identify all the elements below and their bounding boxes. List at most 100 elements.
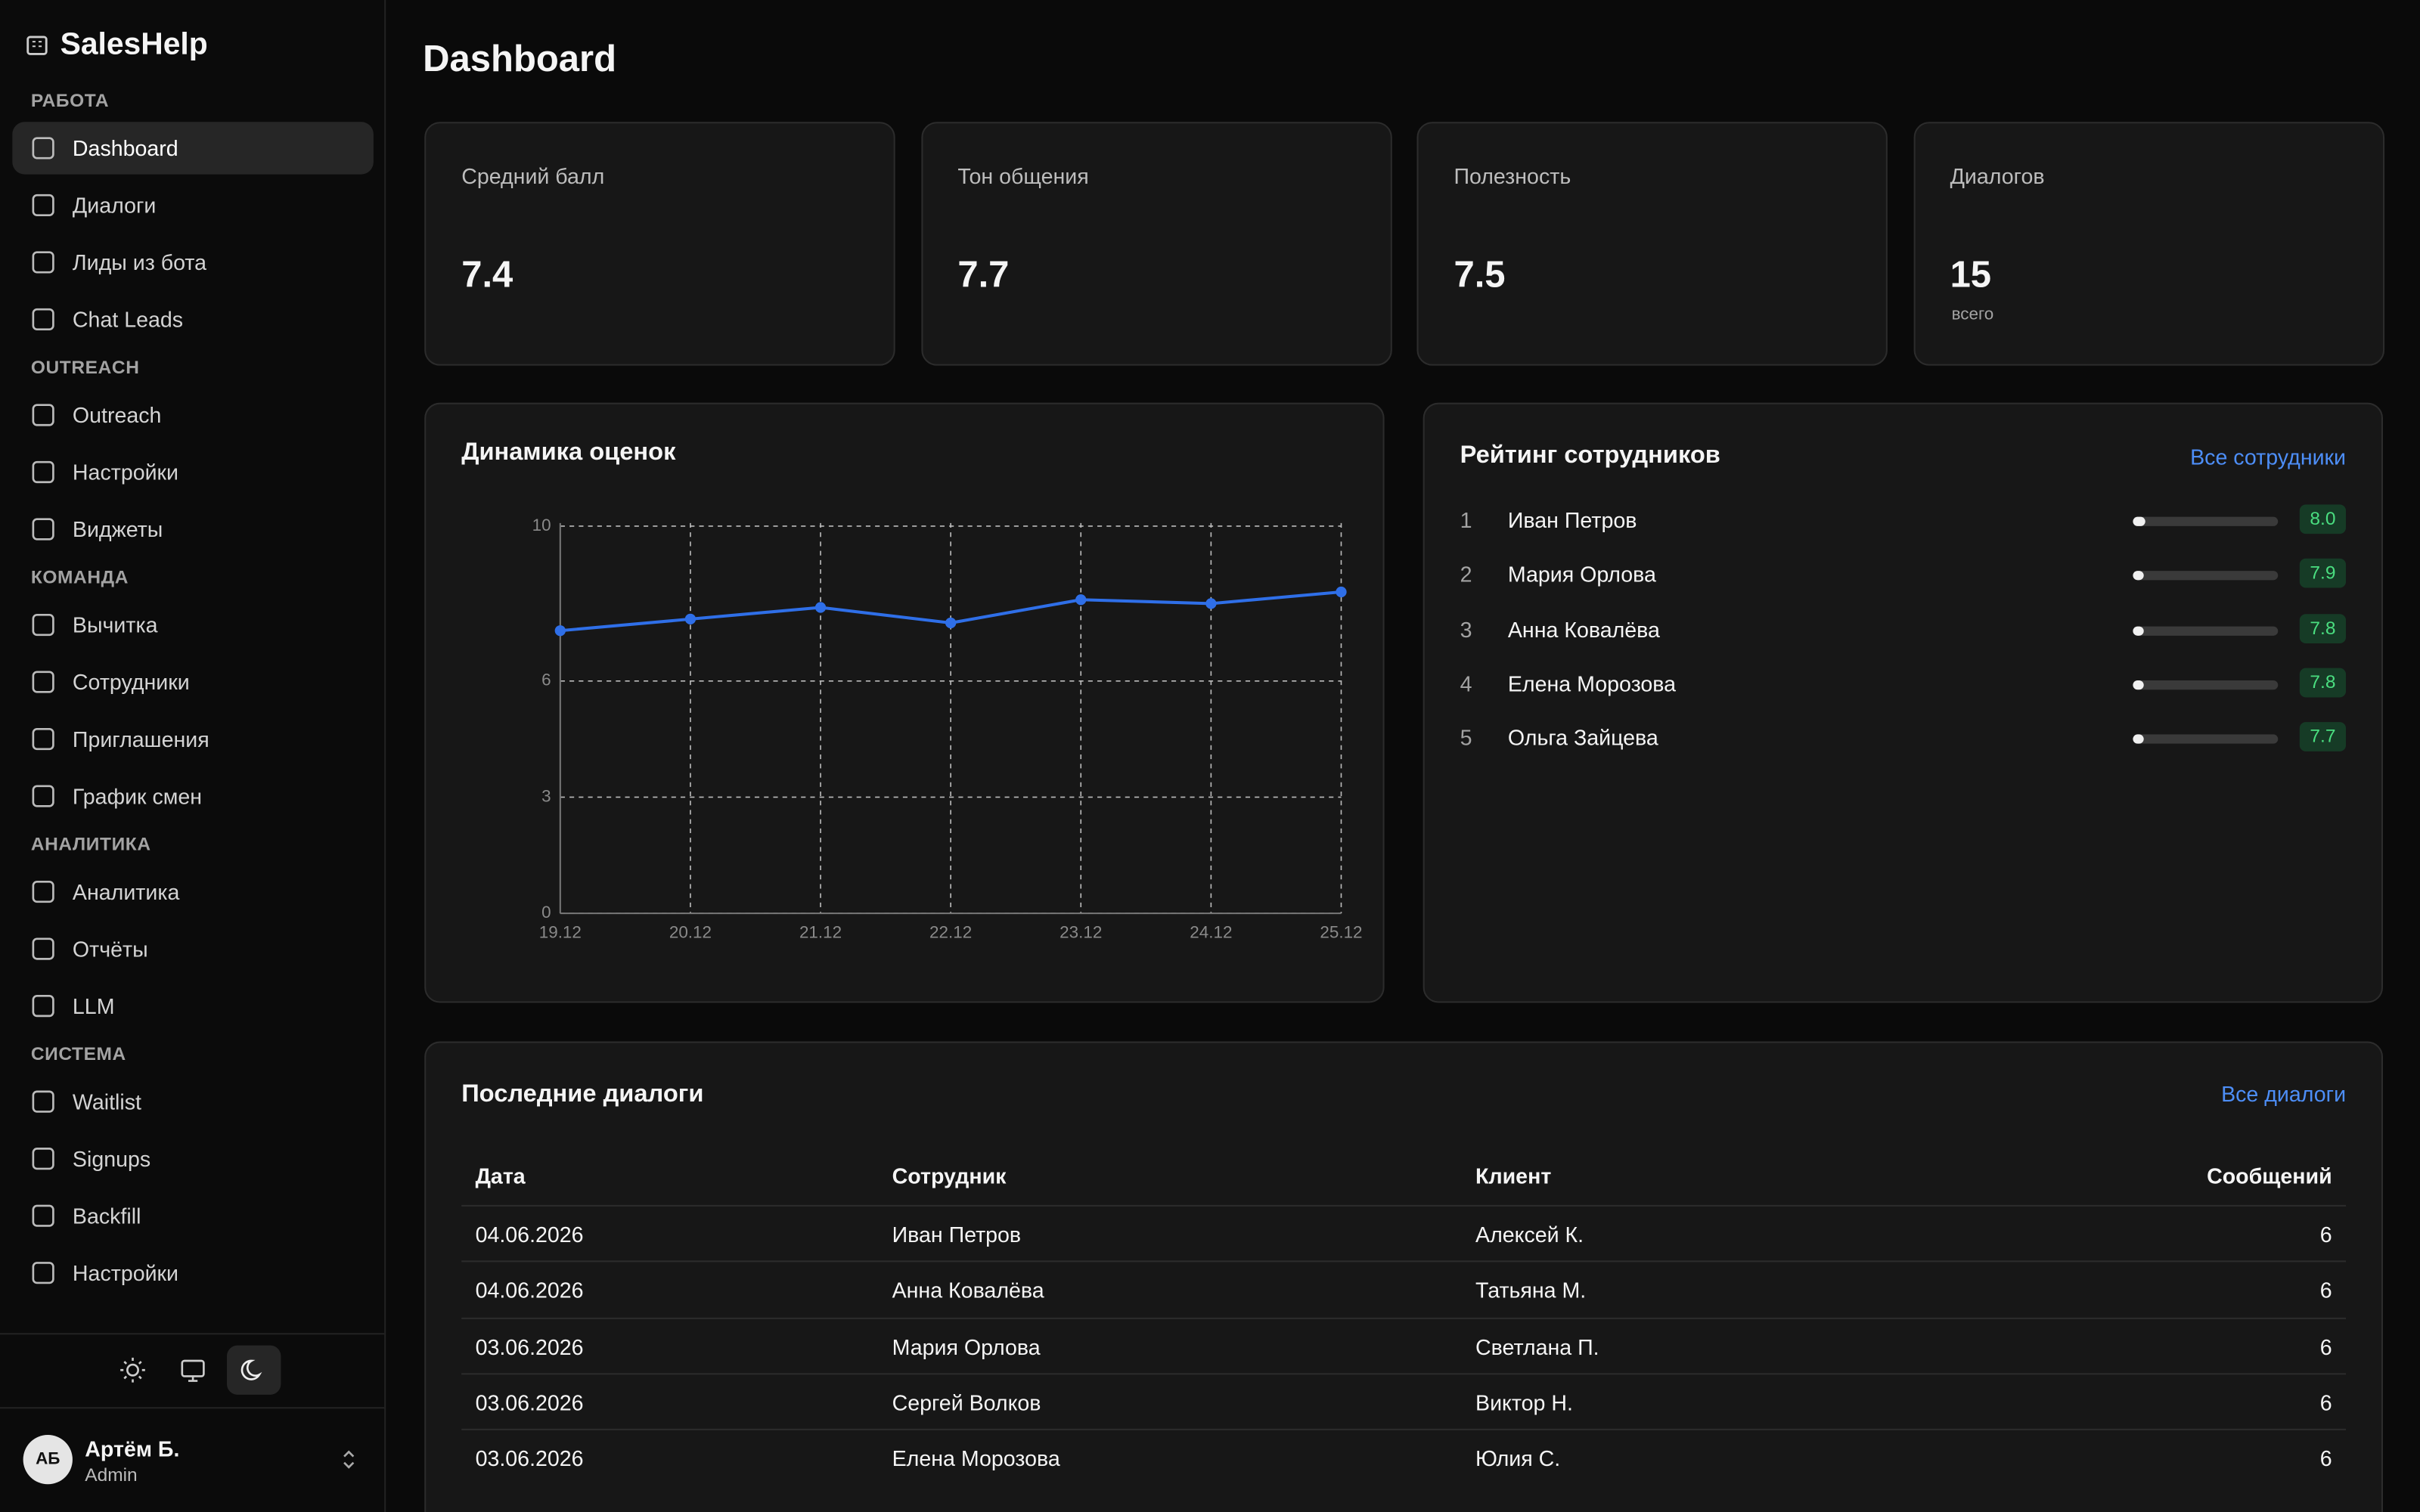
stat-label: Диалогов xyxy=(1950,163,2045,188)
nav-item[interactable]: Outreach xyxy=(12,389,374,441)
employee-name: Иван Петров xyxy=(1507,507,1637,533)
rank: 5 xyxy=(1460,725,1472,751)
nav-item[interactable]: Виджеты xyxy=(12,503,374,555)
nav-item[interactable]: Chat Leads xyxy=(12,293,374,345)
nav-item[interactable]: Вычитка xyxy=(12,599,374,651)
nav-label: Outreach xyxy=(72,402,162,428)
nav-label: Диалоги xyxy=(72,193,157,218)
point xyxy=(814,602,827,613)
rating-title: Рейтинг сотрудников xyxy=(1460,442,1720,469)
nav-item[interactable]: Настройки xyxy=(12,1247,374,1299)
nav-label: Виджеты xyxy=(72,516,163,542)
row-divider xyxy=(461,1317,2347,1319)
table-title: Последние диалоги xyxy=(461,1081,704,1108)
nav-item[interactable]: График смен xyxy=(12,770,374,822)
stat-label: Средний балл xyxy=(461,163,605,188)
theme-system[interactable] xyxy=(172,1349,215,1392)
nav-icon xyxy=(32,727,54,751)
nav-icon xyxy=(32,1090,54,1113)
nav-item[interactable]: Настройки xyxy=(12,446,374,498)
stat-value: 7.5 xyxy=(1454,254,1506,296)
progress-fill xyxy=(2133,680,2145,690)
chart: 0 3 6 10 19.12 20.12 21.12 22.12 23.12 24.12 25.12 xyxy=(532,516,1363,942)
progress-track xyxy=(2133,625,2279,635)
nav-icon xyxy=(32,251,54,274)
nav-icon xyxy=(32,518,54,541)
section-title: АНАЛИТИКА xyxy=(30,833,151,855)
cell: Сергей Волков xyxy=(892,1390,1041,1415)
cell: Анна Ковалёва xyxy=(892,1278,1044,1303)
nav-item[interactable]: Аналитика xyxy=(12,866,374,918)
nav-icon xyxy=(32,137,54,160)
stat-card: Полезность 7.5 xyxy=(1416,122,1888,366)
stat-value: 7.4 xyxy=(461,254,513,296)
cell: 6 xyxy=(2319,1445,2332,1471)
point xyxy=(1205,598,1217,609)
nav-item[interactable]: Отчёты xyxy=(12,922,374,974)
point xyxy=(1075,594,1087,606)
column-header: Сообщений xyxy=(2207,1163,2332,1188)
rating-link[interactable]: Все сотрудники xyxy=(2190,444,2347,469)
point xyxy=(554,625,566,637)
nav-item[interactable]: Сотрудники xyxy=(12,655,374,708)
column-header: Сотрудник xyxy=(892,1163,1007,1188)
chart-title: Динамика оценок xyxy=(461,439,676,466)
cell: Иван Петров xyxy=(892,1222,1022,1247)
nav-icon xyxy=(32,404,54,426)
section-title: РАБОТА xyxy=(30,89,110,111)
stat-card: Средний балл 7.4 xyxy=(424,122,895,366)
section-title: СИСТЕМА xyxy=(30,1043,126,1065)
cell: 03.06.2026 xyxy=(475,1390,584,1415)
progress-fill xyxy=(2133,571,2145,581)
score-badge: 7.8 xyxy=(2299,613,2347,643)
nav-label: Сотрудники xyxy=(72,669,190,695)
section-title: КОМАНДА xyxy=(30,565,129,588)
row-divider xyxy=(461,1260,2347,1263)
nav-label: Аналитика xyxy=(72,879,180,904)
rank: 1 xyxy=(1460,507,1472,533)
nav-icon xyxy=(32,995,54,1018)
nav-label: График смен xyxy=(72,783,203,809)
cell: Виктор Н. xyxy=(1475,1390,1573,1415)
x-tick-label: 23.12 xyxy=(1060,923,1102,942)
stat-note: всего xyxy=(1951,305,1994,324)
nav-item[interactable]: Backfill xyxy=(12,1189,374,1241)
cell: 6 xyxy=(2319,1390,2332,1415)
user-menu[interactable]: АБ Артём Б. Admin xyxy=(0,1410,384,1512)
nav-item[interactable]: Лиды из бота xyxy=(12,236,374,288)
progress-track xyxy=(2133,680,2279,690)
cell: Светлана П. xyxy=(1475,1334,1599,1359)
nav-icon xyxy=(32,785,54,807)
rating-card: Рейтинг сотрудников Все сотрудники 1 Иван… xyxy=(1423,402,2384,1003)
nav-item[interactable]: Waitlist xyxy=(12,1075,374,1127)
nav-icon xyxy=(32,460,54,484)
y-tick-label: 3 xyxy=(541,786,551,805)
nav-item[interactable]: Приглашения xyxy=(12,713,374,765)
chevrons xyxy=(343,1450,355,1469)
progress-fill xyxy=(2133,516,2145,526)
x-tick-label: 20.12 xyxy=(669,923,712,942)
x-tick-label: 24.12 xyxy=(1190,923,1232,942)
row-divider xyxy=(461,1429,2347,1431)
row-divider xyxy=(461,1373,2347,1375)
point xyxy=(945,617,957,629)
nav-item[interactable]: Dashboard xyxy=(12,122,374,175)
score-badge: 7.8 xyxy=(2299,668,2347,698)
nav-item[interactable]: LLM xyxy=(12,980,374,1032)
table-link[interactable]: Все диалоги xyxy=(2221,1081,2347,1107)
nav-item[interactable]: Диалоги xyxy=(12,179,374,231)
brand-icon xyxy=(26,36,48,55)
nav-item[interactable]: Signups xyxy=(12,1132,374,1185)
chart-card: Динамика оценок 0 3 6 10 19.12 20.12 21.12 22.1… xyxy=(424,402,1385,1003)
y-tick-label: 0 xyxy=(541,903,551,922)
cell: Алексей К. xyxy=(1475,1222,1584,1247)
progress-track xyxy=(2133,571,2279,581)
theme-dark[interactable] xyxy=(227,1345,281,1395)
theme-light[interactable] xyxy=(111,1349,154,1392)
nav-label: Отчёты xyxy=(72,936,148,962)
y-tick-label: 6 xyxy=(541,671,551,689)
rank: 4 xyxy=(1460,671,1472,696)
nav-label: Waitlist xyxy=(72,1089,141,1114)
stat-label: Полезность xyxy=(1454,163,1571,188)
cell: 04.06.2026 xyxy=(475,1278,584,1303)
